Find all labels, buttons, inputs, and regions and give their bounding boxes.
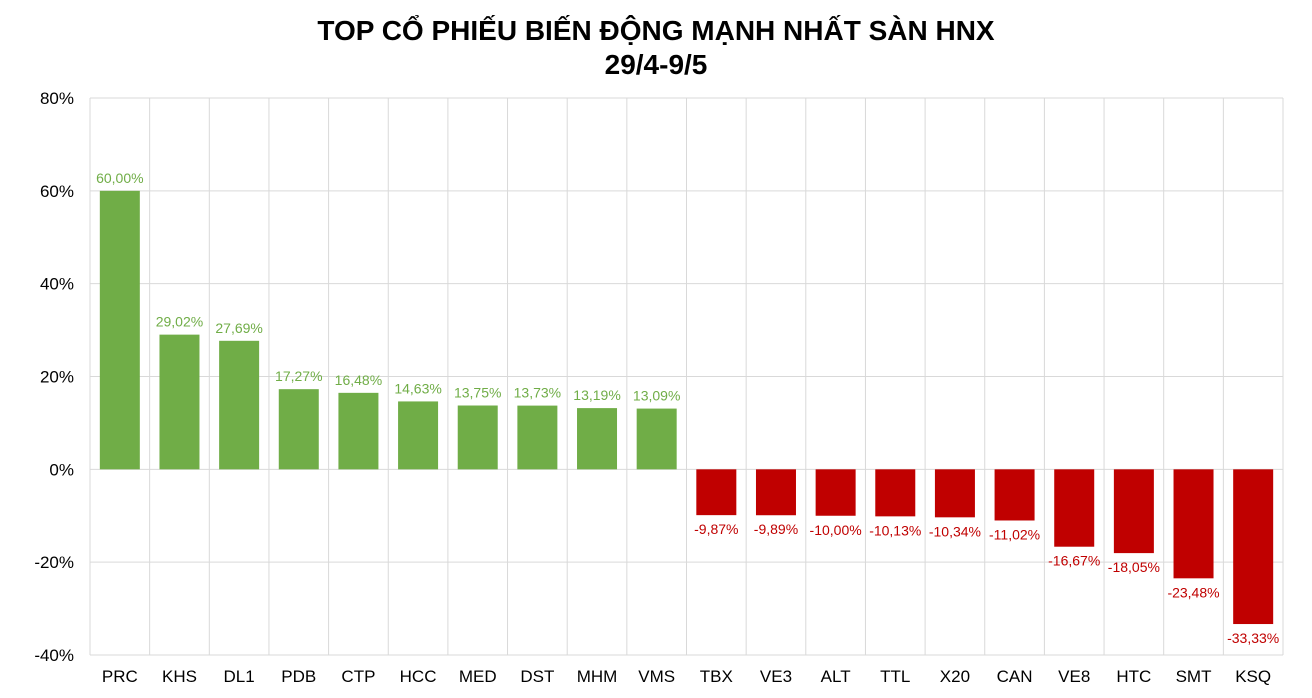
bar-vms xyxy=(636,408,677,470)
x-tick-label: ALT xyxy=(821,667,851,686)
y-tick-label: 0% xyxy=(49,460,74,479)
data-label: -9,89% xyxy=(754,521,798,537)
y-tick-label: 20% xyxy=(40,368,74,387)
data-label: -9,87% xyxy=(694,521,738,537)
bar-dl1 xyxy=(219,340,260,470)
data-label: -23,48% xyxy=(1167,584,1219,600)
data-label: -33,33% xyxy=(1227,630,1279,646)
data-label: 13,73% xyxy=(514,385,561,401)
y-tick-label: -20% xyxy=(34,553,74,572)
bar-hcc xyxy=(398,401,439,470)
bar-x20 xyxy=(934,469,975,518)
bar-htc xyxy=(1113,469,1154,554)
y-tick-label: -40% xyxy=(34,646,74,665)
data-label: 16,48% xyxy=(335,372,382,388)
x-tick-label: SMT xyxy=(1176,667,1212,686)
data-label: 13,75% xyxy=(454,385,501,401)
bar-dst xyxy=(517,405,558,470)
bar-prc xyxy=(99,190,140,470)
x-tick-label: DST xyxy=(520,667,554,686)
bar-alt xyxy=(815,469,856,516)
data-label: -10,00% xyxy=(810,522,862,538)
x-tick-label: VE8 xyxy=(1058,667,1090,686)
bar-mhm xyxy=(577,408,618,470)
x-tick-label: TTL xyxy=(880,667,910,686)
x-tick-label: VE3 xyxy=(760,667,792,686)
bar-pdb xyxy=(278,389,319,470)
data-label: -16,67% xyxy=(1048,553,1100,569)
chart-subtitle: 29/4-9/5 xyxy=(604,49,708,80)
x-tick-label: KSQ xyxy=(1235,667,1271,686)
data-label: 13,09% xyxy=(633,388,680,404)
data-label: 27,69% xyxy=(215,320,262,336)
data-label: -18,05% xyxy=(1108,559,1160,575)
y-tick-label: 80% xyxy=(40,89,74,108)
bar-ksq xyxy=(1233,469,1274,625)
x-tick-label: PDB xyxy=(281,667,316,686)
y-tick-label: 40% xyxy=(40,275,74,294)
bar-can xyxy=(994,469,1035,521)
bar-med xyxy=(457,405,498,470)
data-label: 17,27% xyxy=(275,368,322,384)
bar-ve3 xyxy=(755,469,796,516)
bar-ctp xyxy=(338,392,379,470)
bar-tbx xyxy=(696,469,737,516)
data-label: 60,00% xyxy=(96,170,143,186)
x-tick-label: HTC xyxy=(1116,667,1151,686)
x-tick-label: X20 xyxy=(940,667,970,686)
chart-title-block: TOP CỔ PHIẾU BIẾN ĐỘNG MẠNH NHẤT SÀN HNX… xyxy=(0,14,1312,82)
data-label: -10,13% xyxy=(869,522,921,538)
x-tick-label: VMS xyxy=(638,667,675,686)
data-label: 14,63% xyxy=(394,380,441,396)
x-tick-label: PRC xyxy=(102,667,138,686)
data-label: -11,02% xyxy=(989,526,1040,542)
data-label: 29,02% xyxy=(156,314,203,330)
data-label: -10,34% xyxy=(929,523,981,539)
y-tick-label: 60% xyxy=(40,182,74,201)
x-tick-label: DL1 xyxy=(224,667,255,686)
x-tick-label: HCC xyxy=(400,667,437,686)
bar-ve8 xyxy=(1054,469,1095,547)
bar-smt xyxy=(1173,469,1214,579)
x-tick-label: CTP xyxy=(341,667,375,686)
x-tick-label: MHM xyxy=(577,667,618,686)
x-tick-label: MED xyxy=(459,667,497,686)
bar-ttl xyxy=(875,469,916,517)
x-tick-label: CAN xyxy=(997,667,1033,686)
x-tick-label: KHS xyxy=(162,667,197,686)
bar-khs xyxy=(159,334,200,470)
x-tick-label: TBX xyxy=(700,667,733,686)
data-label: 13,19% xyxy=(573,387,620,403)
chart-title: TOP CỔ PHIẾU BIẾN ĐỘNG MẠNH NHẤT SÀN HNX xyxy=(317,15,995,46)
